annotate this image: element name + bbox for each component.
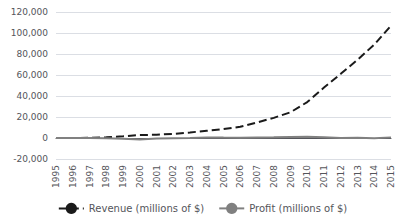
svg-text:2000: 2000 — [135, 165, 145, 188]
svg-text:2001: 2001 — [152, 165, 162, 188]
svg-text:0: 0 — [42, 133, 48, 143]
svg-text:2012: 2012 — [336, 165, 346, 188]
svg-text:2004: 2004 — [202, 165, 212, 188]
svg-text:2010: 2010 — [302, 165, 312, 188]
svg-text:2007: 2007 — [252, 165, 262, 188]
svg-text:2009: 2009 — [286, 165, 296, 188]
svg-text:2015: 2015 — [386, 165, 396, 188]
svg-text:2008: 2008 — [269, 165, 279, 188]
svg-text:20,000: 20,000 — [17, 112, 49, 122]
svg-text:100,000: 100,000 — [11, 28, 48, 38]
svg-text:2011: 2011 — [319, 165, 329, 188]
svg-text:-20,000: -20,000 — [13, 154, 48, 164]
svg-text:1997: 1997 — [85, 165, 95, 188]
svg-text:80,000: 80,000 — [17, 49, 49, 59]
svg-text:Profit (millions of $): Profit (millions of $) — [249, 203, 347, 214]
svg-text:40,000: 40,000 — [17, 91, 49, 101]
svg-text:60,000: 60,000 — [17, 70, 49, 80]
svg-text:2013: 2013 — [353, 165, 363, 188]
svg-text:120,000: 120,000 — [11, 7, 48, 17]
svg-text:Revenue (millions of $): Revenue (millions of $) — [89, 203, 205, 214]
svg-text:2014: 2014 — [369, 165, 379, 188]
svg-text:1998: 1998 — [101, 165, 111, 188]
svg-text:1995: 1995 — [51, 165, 61, 188]
svg-text:1996: 1996 — [68, 165, 78, 188]
svg-text:2003: 2003 — [185, 165, 195, 188]
svg-text:2006: 2006 — [235, 165, 245, 188]
svg-text:2002: 2002 — [168, 165, 178, 188]
svg-text:1999: 1999 — [118, 165, 128, 188]
svg-text:2005: 2005 — [219, 165, 229, 188]
